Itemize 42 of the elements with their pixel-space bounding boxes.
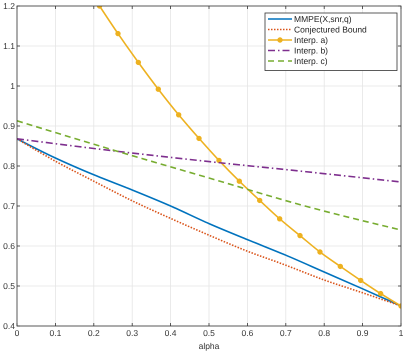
point [276,216,282,222]
x-tick-label: 0 [14,328,20,338]
point [156,86,162,92]
x-tick-label: 1 [398,328,404,338]
x-tick-label: 0.9 [356,328,369,338]
x-tick-label: 0.4 [164,328,177,338]
point [338,264,344,270]
point [378,290,384,296]
x-tick-label: 0.5 [203,328,216,338]
y-tick-label: 0.6 [3,241,16,251]
x-tick-label: 0.8 [318,328,330,338]
point [256,198,262,204]
point [216,158,222,164]
legend-label: MMPE(X,snr,q) [294,14,352,24]
y-tick-label: 0.5 [3,281,16,291]
x-tick-label: 0.6 [241,328,254,338]
legend-label: Conjectured Bound [294,24,368,34]
legend-label: Interp. c) [294,56,328,66]
point [136,60,142,66]
y-tick-label: 1.1 [3,41,16,51]
x-axis-title: alpha [198,341,220,351]
point [115,30,121,36]
y-tick-label: 0.8 [3,161,16,171]
point [236,178,242,184]
point [176,112,182,118]
point [297,232,303,238]
y-tick-label: 0.7 [3,201,16,211]
y-tick-label: 0.4 [3,321,16,331]
x-tick-label: 0.1 [49,328,62,338]
y-tick-label: 1.2 [3,1,16,11]
point [317,249,323,255]
x-tick-label: 0.3 [126,328,138,338]
legend-label: Interp. b) [294,46,328,56]
x-tick-label: 0.2 [88,328,100,338]
y-tick-label: 1 [10,81,16,91]
y-tick-label: 0.9 [3,121,16,131]
legend-label: Interp. a) [294,35,328,45]
line-series [17,138,401,183]
x-tick-label: 0.7 [280,328,292,338]
point [196,136,202,142]
point [358,278,364,284]
line-series [17,120,401,231]
